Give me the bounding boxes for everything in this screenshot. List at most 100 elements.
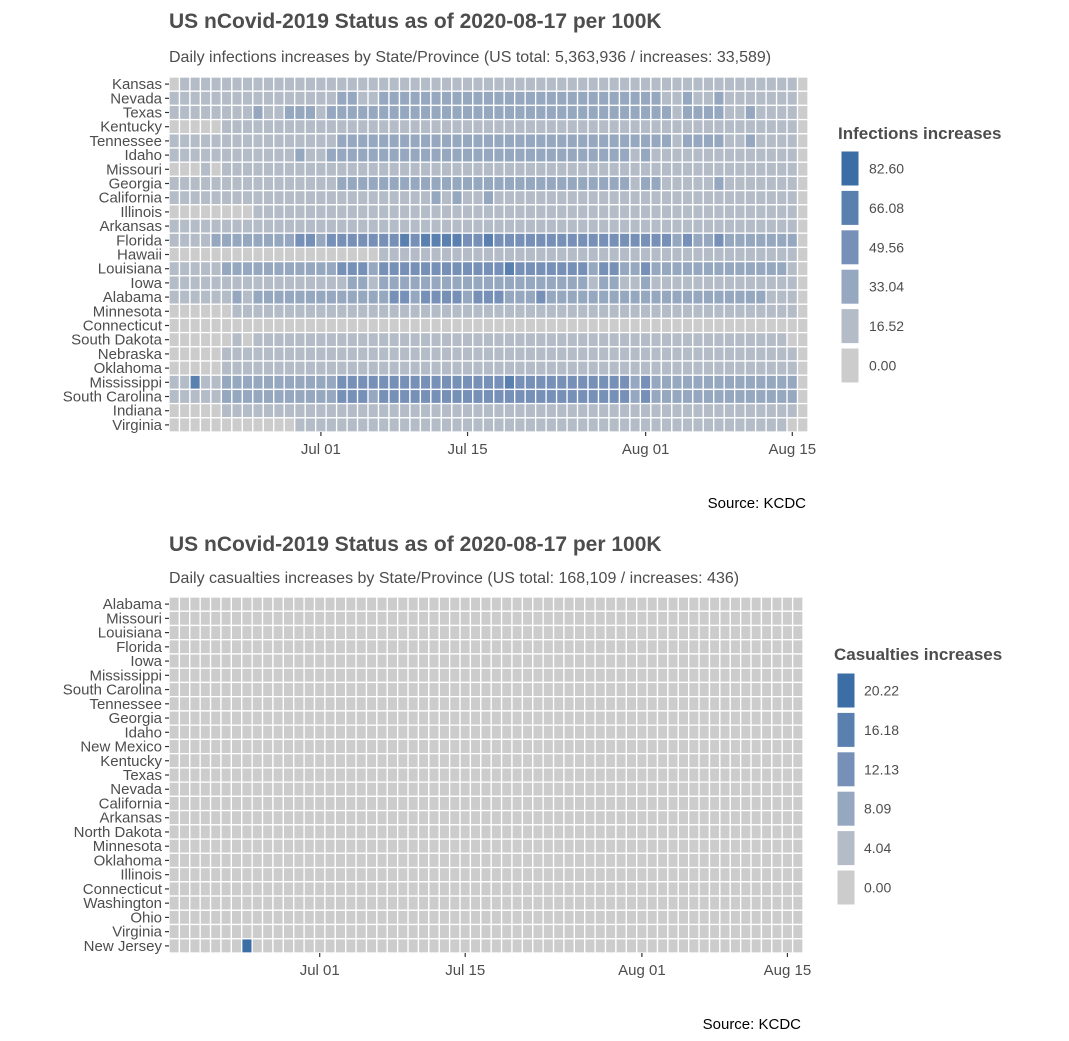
heatmap-cell [345,767,357,783]
heatmap-cell [324,809,336,826]
heatmap-cell [656,752,669,769]
heatmap-cell [698,639,711,655]
heatmap-cell [739,881,752,897]
heatmap-cell [490,681,503,698]
heatmap-cell [313,696,326,712]
heatmap-cell [667,923,679,940]
heatmap-cell [428,724,440,741]
y-tick-label: Mississippi [89,667,162,684]
heatmap-cell [261,639,274,655]
heatmap-cell [563,696,575,712]
heatmap-cell [189,809,201,826]
heatmap-cell [625,752,638,769]
heatmap-cell [656,624,669,641]
heatmap-cell [625,610,638,627]
heatmap-cell [293,809,305,826]
heatmap-cell [365,866,378,883]
heatmap-cell [428,881,440,897]
heatmap-cell [303,795,316,812]
heatmap-cell [667,838,679,854]
heatmap-cell [282,681,295,698]
heatmap-cell [428,653,440,669]
heatmap-cell [241,710,253,726]
heatmap-cell [604,881,617,897]
heatmap-cell [199,653,212,669]
heatmap-cell [365,624,378,641]
heatmap-cell [573,624,586,641]
heatmap-cell [376,852,388,869]
heatmap-cell [729,866,742,883]
heatmap-cell [303,696,316,712]
heatmap-cell [469,881,482,897]
heatmap-cell [324,781,336,798]
heatmap-cell [241,838,253,854]
heatmap-cell [760,724,773,741]
heatmap-cell [791,795,804,812]
heatmap-cell [739,696,752,712]
y-tick-label: Texas [123,105,162,122]
heatmap-cell [615,881,627,897]
heatmap-cell [209,738,222,755]
heatmap-cell [189,752,201,769]
heatmap-cell [293,838,305,854]
heatmap-cell [209,866,222,883]
heatmap-cell [677,767,690,783]
heatmap-cell [230,838,243,854]
heatmap-cell [293,923,305,940]
heatmap-cell [760,866,773,883]
heatmap-cell [521,681,534,698]
heatmap-cell [417,610,430,627]
heatmap-cell [178,852,191,869]
heatmap-cell [760,852,773,869]
heatmap-cell [241,795,253,812]
heatmap-cell [376,639,388,655]
heatmap-cell [542,667,555,684]
heatmap-cell [542,895,555,911]
heatmap-cell [303,909,316,926]
heatmap-cell [428,809,440,826]
heatmap-cell [417,724,430,741]
heatmap-cell [428,681,440,698]
heatmap-cell [303,809,316,826]
heatmap-cell [469,696,482,712]
heatmap-cell [220,852,233,869]
heatmap-cell [490,767,503,783]
heatmap-cell [397,866,409,883]
heatmap-cell [376,624,388,641]
y-tick-label: Iowa [130,653,162,670]
heatmap-cell [417,895,430,911]
heatmap-cell [646,610,659,627]
heatmap-cell [739,681,752,698]
heatmap-cell [708,923,721,940]
heatmap-cell [771,809,783,826]
heatmap-cell [324,838,336,854]
heatmap-cell [209,639,222,655]
heatmap-cell [750,938,763,954]
heatmap-cell [636,767,648,783]
heatmap-cell [625,738,638,755]
heatmap-cell [791,781,804,798]
heatmap-cell [334,909,347,926]
heatmap-cell [750,909,763,926]
heatmap-cell [511,639,524,655]
heatmap-cell [313,710,326,726]
heatmap-cell [417,653,430,669]
heatmap-cell [209,895,222,911]
heatmap-cell [760,923,773,940]
heatmap-cell [480,596,492,612]
x-tick-label: Jul 15 [445,962,485,979]
heatmap-cell [739,795,752,812]
heatmap-cell [407,610,420,627]
heatmap-cell [365,824,378,840]
heatmap-cell [739,624,752,641]
heatmap-cell [636,724,648,741]
heatmap-cell [677,838,690,854]
heatmap-cell [667,795,679,812]
heatmap-cell [584,724,596,741]
legend-label: 0.00 [869,358,896,374]
heatmap-cell [355,895,368,911]
heatmap-cell [584,767,596,783]
heatmap-cell [729,795,742,812]
heatmap-cell [563,895,575,911]
heatmap-cell [199,866,212,883]
